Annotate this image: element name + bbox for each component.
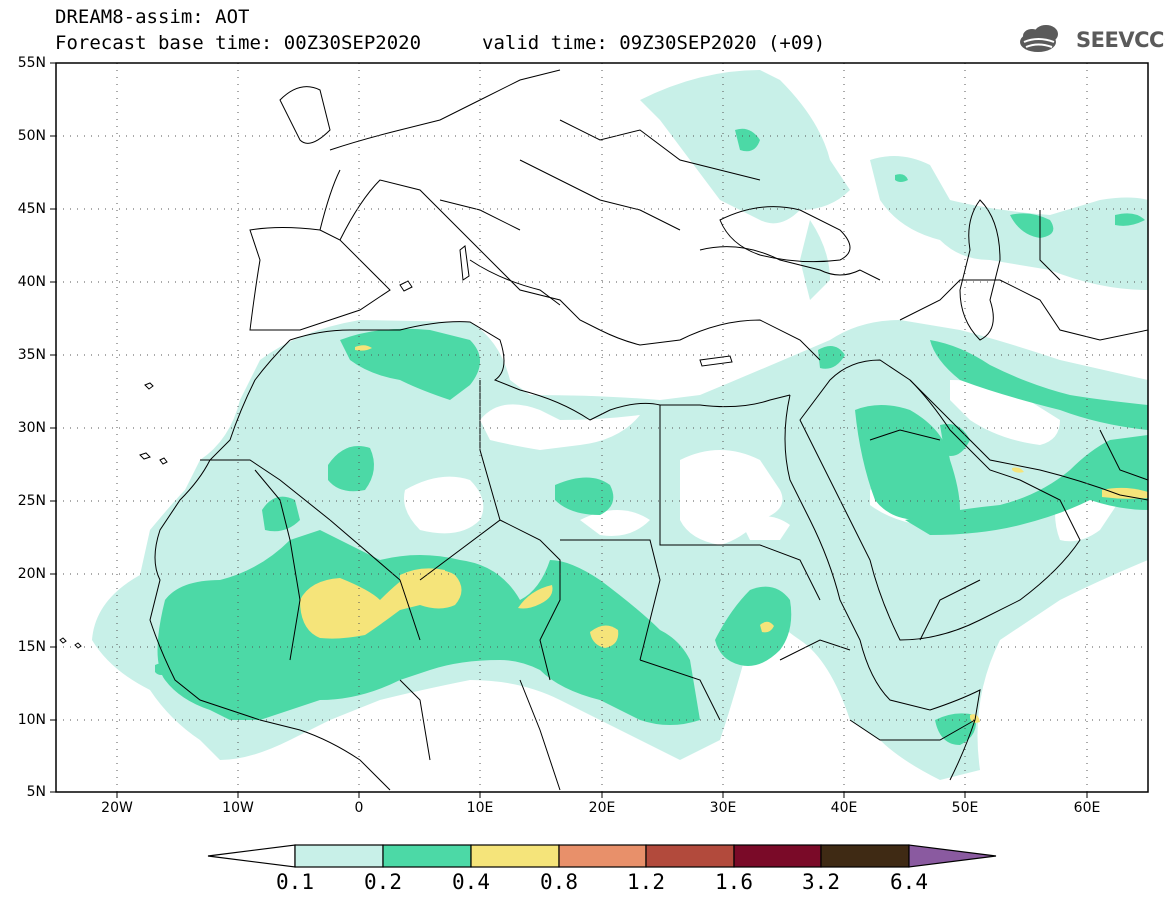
coastlines	[59, 69, 1148, 791]
colorbar-label-2: 0.4	[452, 870, 490, 894]
lon-label-10w: 10W	[222, 800, 254, 816]
grid-lines	[56, 63, 1148, 792]
axis-ticks	[50, 62, 1088, 798]
lon-label-20e: 20E	[588, 800, 616, 816]
lat-label-5n: 5N	[26, 784, 46, 800]
lat-label-55n: 55N	[17, 55, 46, 71]
colorbar-label-4: 1.2	[627, 870, 665, 894]
forecast-base-time: Forecast base time: 00Z30SEP2020	[55, 32, 422, 54]
lon-label-30e: 30E	[709, 800, 737, 816]
lat-label-10n: 10N	[17, 712, 46, 728]
lon-label-40e: 40E	[830, 800, 858, 816]
lon-label-60e: 60E	[1073, 800, 1101, 816]
valid-time: valid time: 09Z30SEP2020 (+09)	[482, 32, 826, 54]
map-title: DREAM8-assim: AOT	[55, 6, 250, 28]
colorbar-bin-1	[382, 844, 472, 868]
colorbar	[207, 844, 997, 868]
colorbar-label-1: 0.2	[364, 870, 402, 894]
logo-text: SEEVCCC	[1076, 28, 1165, 52]
lat-label-40n: 40N	[17, 274, 46, 290]
colorbar-bin-5	[733, 844, 822, 868]
lat-label-50n: 50N	[17, 128, 46, 144]
lat-label-25n: 25N	[17, 493, 46, 509]
lat-label-30n: 30N	[17, 420, 46, 436]
aot-contours	[92, 70, 1148, 780]
lon-label-0: 0	[354, 800, 364, 816]
lon-label-50e: 50E	[951, 800, 979, 816]
colorbar-bin-2	[470, 844, 560, 868]
colorbar-bin-0	[294, 844, 384, 868]
lat-label-20n: 20N	[17, 566, 46, 582]
colorbar-label-5: 1.6	[715, 870, 753, 894]
colorbar-label-0: 0.1	[276, 870, 314, 894]
colorbar-bin-6	[820, 844, 910, 868]
colorbar-over-arrow	[908, 844, 997, 868]
cloud-logo-icon	[1020, 25, 1058, 52]
lat-label-45n: 45N	[17, 201, 46, 217]
lon-label-10e: 10E	[466, 800, 494, 816]
lon-label-20w: 20W	[101, 800, 133, 816]
colorbar-label-6: 3.2	[802, 870, 840, 894]
colorbar-under-arrow	[207, 844, 296, 868]
lat-label-15n: 15N	[17, 639, 46, 655]
colorbar-label-3: 0.8	[540, 870, 578, 894]
colorbar-bin-4	[645, 844, 735, 868]
lat-label-35n: 35N	[17, 347, 46, 363]
colorbar-label-7: 6.4	[890, 870, 928, 894]
colorbar-bin-3	[558, 844, 647, 868]
